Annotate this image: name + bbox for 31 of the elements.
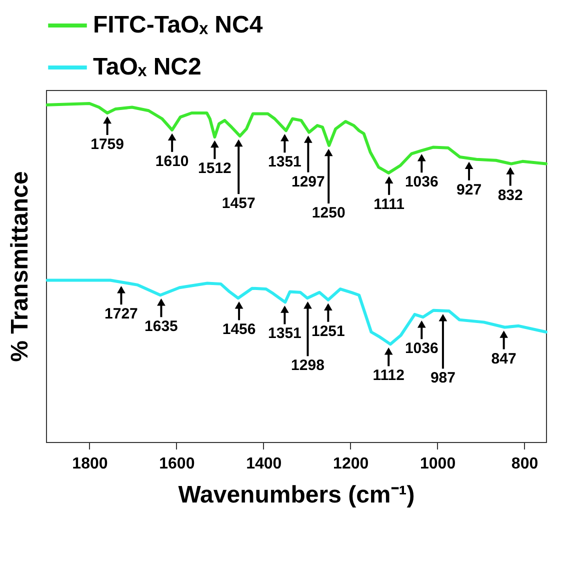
legend-label: TaOₓ NC2 (93, 54, 202, 80)
annotation: 1456 (222, 321, 256, 338)
x-tick-label: 1400 (246, 456, 282, 472)
x-tick-label: 800 (511, 456, 538, 472)
annotation: 1457 (222, 195, 256, 212)
annotation: 1297 (291, 173, 325, 190)
x-tick-label: 1000 (420, 456, 456, 472)
annotation: 1351 (268, 325, 302, 342)
annotation: 1351 (268, 154, 302, 171)
annotation: 1036 (404, 174, 438, 191)
annotation: 832 (498, 186, 523, 204)
annotation: 1635 (144, 318, 178, 336)
x-axis-title: Wavenumbers (cm⁻¹) (178, 482, 415, 508)
annotation: 1727 (104, 306, 138, 323)
annotation: 987 (430, 370, 456, 387)
annotation: 1512 (198, 160, 232, 178)
legend-label: FITC-TaOₓ NC4 (93, 12, 264, 38)
annotation: 1111 (374, 196, 404, 213)
annotation: 847 (491, 350, 516, 368)
y-axis-title: % Transmittance (6, 171, 34, 362)
x-tick-label: 1600 (159, 456, 195, 472)
annotation: 1610 (155, 152, 189, 170)
annotation: 927 (456, 181, 482, 198)
annotation: 1250 (312, 204, 346, 222)
annotation: 1759 (90, 136, 124, 154)
x-tick-label: 1200 (333, 456, 369, 472)
annotation: 1036 (404, 340, 438, 358)
annotation: 1112 (372, 367, 404, 384)
x-tick-label: 1800 (72, 456, 108, 472)
annotation: 1298 (291, 357, 324, 374)
annotation: 1251 (311, 322, 345, 340)
